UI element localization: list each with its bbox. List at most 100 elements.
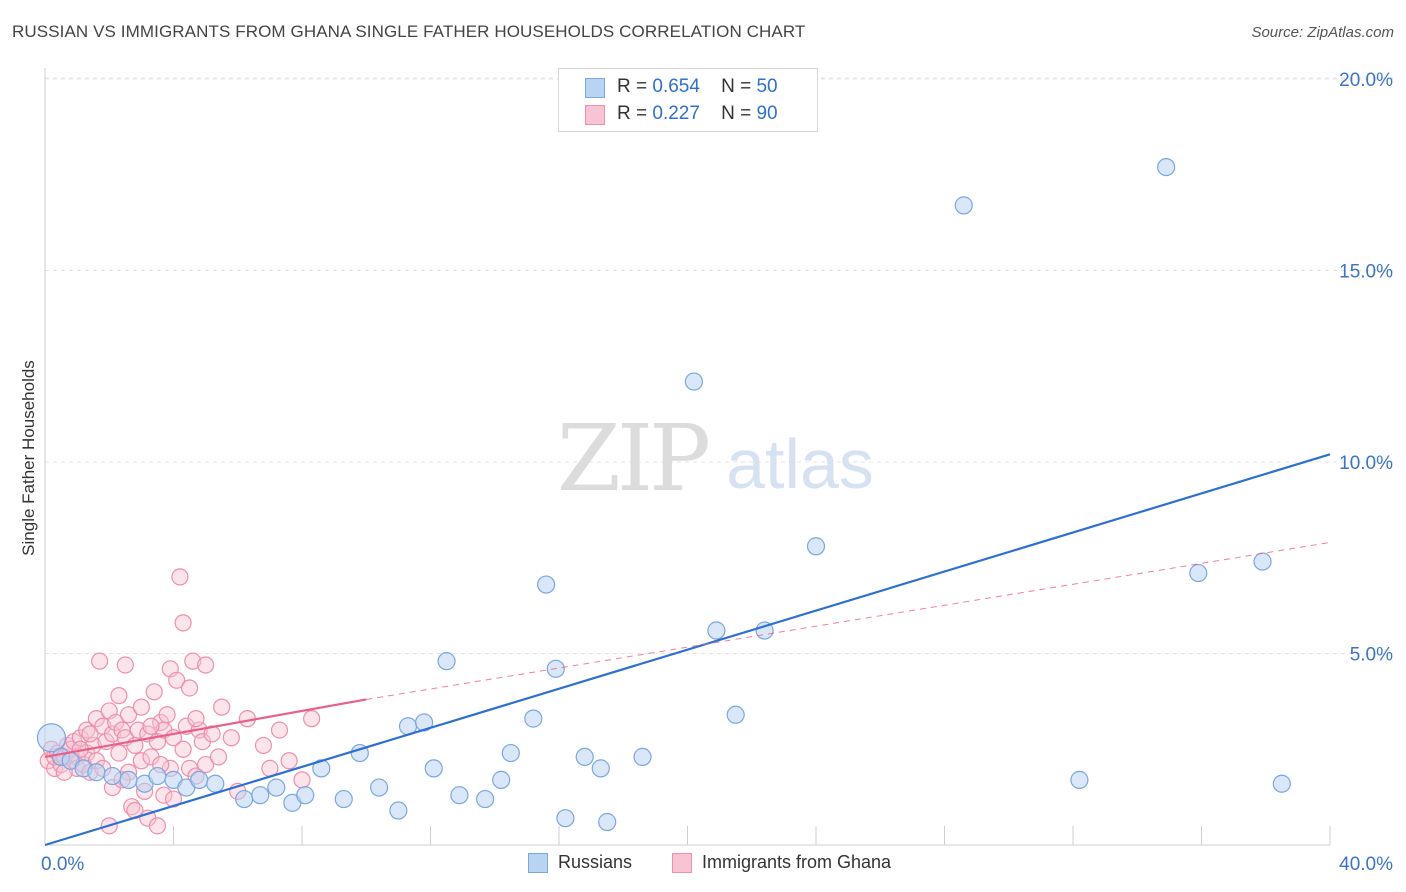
x-tick-label: 0.0%: [41, 854, 84, 875]
y-tick-label: 15.0%: [1339, 262, 1393, 283]
ghana-n-label: N =: [721, 103, 752, 124]
russian-point: [954, 196, 973, 215]
ghana-point: [145, 683, 163, 701]
y-axis-label: Single Father Households: [19, 360, 38, 556]
russians-swatch: [585, 78, 605, 98]
russian-point: [437, 652, 456, 671]
ghana-r-value: 0.227: [652, 103, 700, 124]
ghana-r-label: R =: [617, 103, 648, 124]
y-tick-label: 20.0%: [1339, 70, 1393, 91]
ghana-point: [213, 698, 231, 716]
x-tick-label: 40.0%: [1339, 854, 1393, 875]
russian-point: [119, 770, 138, 789]
russian-point: [370, 778, 389, 797]
russian-point: [806, 537, 826, 556]
russians-legend-label: Russians: [558, 852, 633, 872]
russian-point: [103, 766, 122, 786]
ghana-point: [110, 744, 128, 762]
ghana-point: [197, 656, 215, 674]
russian-point: [87, 763, 106, 782]
russians-trend-line: [44, 453, 1331, 847]
russian-point: [707, 621, 726, 640]
russian-point: [684, 372, 704, 391]
ghana-point: [119, 706, 138, 724]
ghana-point: [254, 736, 273, 755]
ghana-point: [280, 752, 298, 770]
ghana-point: [110, 687, 128, 705]
russian-point: [36, 723, 67, 753]
ghana-point: [129, 721, 147, 739]
source-label: Source: ZipAtlas.com: [1251, 24, 1394, 41]
ghana-point: [142, 717, 160, 735]
russians-n-label: N =: [721, 76, 752, 97]
y-tick-label: 5.0%: [1350, 645, 1393, 666]
ghana-point: [81, 725, 99, 743]
russian-points: [36, 157, 1291, 832]
russian-point: [1272, 774, 1291, 793]
russian-point: [476, 789, 495, 809]
ghana-point: [148, 817, 167, 835]
ghana-swatch: [585, 105, 605, 125]
russians-legend-swatch: [528, 853, 548, 873]
russian-point: [492, 770, 511, 789]
ghana-point: [155, 786, 173, 804]
tick-labels: 5.0% 10.0% 15.0% 20.0% 0.0% 40.0%: [41, 70, 1393, 875]
trend-lines: [44, 453, 1331, 847]
ghana-point: [293, 771, 311, 789]
axes: [44, 68, 1331, 846]
ghana-point: [184, 652, 202, 670]
watermark-atlas: atlas: [726, 425, 874, 503]
watermark-zip: ZIP: [557, 405, 708, 512]
russian-point: [591, 759, 610, 778]
ghana-point: [132, 698, 150, 716]
ghana-point: [132, 752, 150, 770]
russian-point: [726, 705, 745, 724]
ghana-point: [116, 656, 134, 674]
russian-point: [414, 713, 434, 732]
russian-point: [190, 770, 209, 789]
ghana-trend-extension: [366, 541, 1331, 700]
ghana-point: [180, 679, 199, 697]
ghana-point: [187, 710, 205, 728]
russian-point: [450, 786, 469, 805]
russian-point: [334, 789, 353, 809]
ghana-n-value: 90: [756, 103, 778, 124]
russian-point: [206, 774, 225, 793]
russian-point: [1070, 770, 1089, 789]
russian-point: [598, 812, 617, 832]
russian-point: [556, 809, 575, 828]
ghana-point: [303, 710, 321, 728]
russian-point: [235, 789, 254, 809]
y-tick-label: 10.0%: [1339, 453, 1393, 474]
russian-point: [148, 766, 167, 786]
ghana-point: [168, 671, 186, 689]
russian-point: [524, 709, 543, 728]
russian-point: [424, 759, 443, 778]
russian-point: [1253, 552, 1272, 571]
ghana-point: [174, 740, 192, 758]
ghana-trend-line: [44, 698, 367, 758]
russian-point: [501, 743, 520, 763]
ghana-legend-swatch: [672, 853, 692, 873]
ghana-point: [197, 755, 215, 774]
ghana-point: [174, 614, 192, 632]
ghana-point: [91, 652, 109, 670]
ghana-point: [222, 729, 240, 747]
russians-r-value: 0.654: [652, 76, 700, 97]
russian-point: [389, 801, 408, 820]
russian-point: [296, 786, 315, 805]
russian-point: [575, 747, 594, 767]
ghana-point: [270, 721, 289, 739]
ghana-point: [158, 706, 176, 724]
russian-point: [251, 786, 270, 805]
russian-point: [1157, 157, 1176, 177]
watermark: ZIP atlas: [557, 405, 874, 512]
russian-point: [633, 747, 652, 767]
chart-title: RUSSIAN VS IMMIGRANTS FROM GHANA SINGLE …: [12, 22, 806, 41]
ghana-point: [171, 568, 189, 586]
ghana-legend-label: Immigrants from Ghana: [702, 852, 892, 872]
russians-n-value: 50: [756, 76, 778, 97]
ghana-point: [209, 748, 228, 766]
russian-point: [537, 575, 556, 594]
